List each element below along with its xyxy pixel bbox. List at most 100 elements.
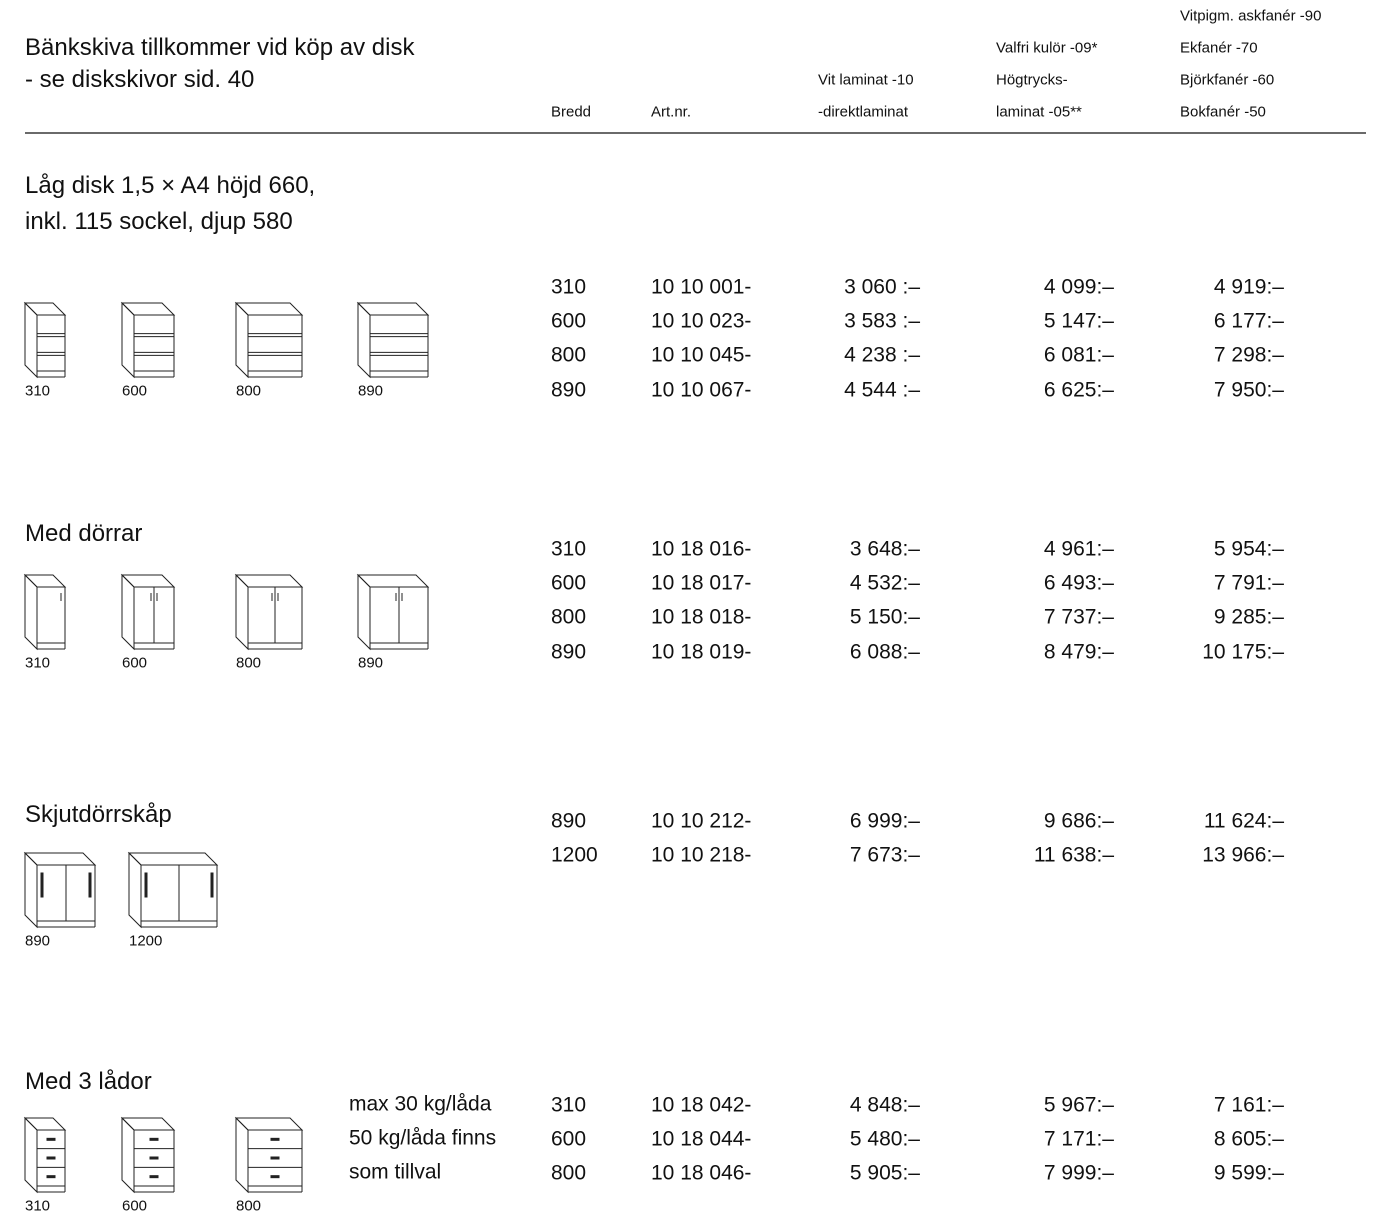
- column-header: Bokfanér -50: [1180, 103, 1266, 121]
- row-cell: 310: [551, 275, 587, 299]
- row-cell: 10 18 017-: [651, 571, 752, 595]
- price-cell: 4 099:–: [1043, 275, 1114, 299]
- cabinet-drawing: [247, 1129, 303, 1187]
- price-cell: 5 954:–: [1213, 537, 1284, 561]
- cabinet-drawing: [120, 1117, 176, 1131]
- column-header: Art.nr.: [651, 103, 692, 121]
- cabinet-drawing: [120, 574, 176, 588]
- price-cell: 9 285:–: [1213, 605, 1284, 629]
- row-cell: 890: [551, 640, 587, 664]
- cabinet-drawing: [40, 872, 44, 898]
- cabinet-drawing: [24, 573, 38, 651]
- price-cell: 8 605:–: [1213, 1127, 1284, 1151]
- row-cell: 10 10 067-: [651, 378, 752, 402]
- icon-label: 600: [122, 1197, 148, 1215]
- section-title: inkl. 115 sockel, djup 580: [25, 208, 293, 235]
- row-cell: 800: [551, 605, 587, 629]
- cabinet-drawing: [46, 1175, 56, 1179]
- row-cell: 800: [551, 1161, 587, 1185]
- price-cell: 8 479:–: [1043, 640, 1114, 664]
- row-cell: 800: [551, 343, 587, 367]
- cabinet-drawing: [247, 314, 303, 372]
- price-cell: 4 919:–: [1213, 275, 1284, 299]
- price-cell: 7 999:–: [1043, 1161, 1114, 1185]
- price-cell: 7 950:–: [1213, 378, 1284, 402]
- row-cell: 10 10 001-: [651, 275, 752, 299]
- price-cell: 6 081:–: [1043, 343, 1114, 367]
- cabinet-drawing: [133, 314, 175, 372]
- cabinet-drawing: [88, 872, 92, 898]
- section-title: Låg disk 1,5 × A4 höjd 660,: [25, 172, 316, 199]
- section-title: Med 3 lådor: [25, 1068, 152, 1095]
- cabinet-drawing: [235, 573, 249, 651]
- price-cell: 6 999:–: [849, 809, 920, 833]
- cabinet-drawing: [144, 872, 148, 898]
- price-cell: 6 625:–: [1043, 378, 1114, 402]
- cabinet-drawing: [120, 302, 176, 316]
- cabinet-drawing: [133, 1129, 175, 1187]
- cabinet-drawing: [24, 301, 38, 379]
- cabinet-drawing: [121, 301, 135, 379]
- price-cell: 6 493:–: [1043, 571, 1114, 595]
- price-cell: 7 161:–: [1213, 1093, 1284, 1117]
- icon-label: 1200: [129, 932, 163, 950]
- price-cell: 5 480:–: [849, 1127, 920, 1151]
- price-cell: 7 298:–: [1213, 343, 1284, 367]
- cabinet-drawing: [369, 314, 429, 372]
- section-title: Med dörrar: [25, 520, 143, 547]
- cabinet-drawing: [121, 1116, 135, 1194]
- row-cell: 890: [551, 378, 587, 402]
- icon-label: 800: [236, 654, 262, 672]
- column-header: -direktlaminat: [818, 103, 909, 121]
- price-cell: 9 686:–: [1043, 809, 1114, 833]
- row-cell: 10 18 019-: [651, 640, 752, 664]
- price-cell: 6 177:–: [1213, 309, 1284, 333]
- column-header: Vit laminat -10: [818, 71, 914, 89]
- price-cell: 5 150:–: [849, 605, 920, 629]
- column-header: laminat -05**: [996, 103, 1082, 121]
- icon-label: 310: [25, 1197, 51, 1215]
- price-cell: 4 532:–: [849, 571, 920, 595]
- icon-label: 310: [25, 654, 51, 672]
- cabinet-drawing: [149, 1175, 159, 1179]
- cabinet-drawing: [127, 852, 219, 866]
- icon-label: 600: [122, 654, 148, 672]
- row-cell: 10 10 218-: [651, 843, 752, 867]
- header-title: Bänkskiva tillkommer vid köp av disk: [25, 34, 415, 61]
- price-cell: 4 848:–: [849, 1093, 920, 1117]
- row-cell: 10 18 042-: [651, 1093, 752, 1117]
- row-cell: 10 18 046-: [651, 1161, 752, 1185]
- icon-label: 800: [236, 1197, 262, 1215]
- row-cell: 10 18 018-: [651, 605, 752, 629]
- cabinet-drawing: [46, 1156, 56, 1160]
- price-cell: 10 175:–: [1202, 640, 1284, 664]
- cabinet-drawing: [128, 851, 142, 929]
- price-cell: 3 060 :–: [844, 275, 920, 299]
- price-cell: 4 961:–: [1043, 537, 1114, 561]
- price-cell: 7 673:–: [849, 843, 920, 867]
- price-cell: 3 648:–: [849, 537, 920, 561]
- row-cell: 600: [551, 1127, 587, 1151]
- row-cell: 10 18 016-: [651, 537, 752, 561]
- price-cell: 7 737:–: [1043, 605, 1114, 629]
- cabinet-drawing: [270, 1175, 280, 1179]
- cabinet-drawing: [210, 872, 214, 898]
- icon-label: 890: [25, 932, 51, 950]
- price-cell: 7 791:–: [1213, 571, 1284, 595]
- price-cell: 5 905:–: [849, 1161, 920, 1185]
- price-cell: 9 599:–: [1213, 1161, 1284, 1185]
- column-header: Högtrycks-: [996, 71, 1068, 89]
- row-cell: 890: [551, 809, 587, 833]
- header-title: - se diskskivor sid. 40: [25, 66, 255, 93]
- cabinet-drawing: [36, 1129, 66, 1187]
- section-title: Skjutdörrskåp: [25, 801, 172, 828]
- cabinet-drawing: [357, 301, 371, 379]
- cabinet-drawing: [235, 301, 249, 379]
- icon-label: 890: [358, 654, 384, 672]
- price-cell: 5 967:–: [1043, 1093, 1114, 1117]
- cabinet-drawing: [149, 1137, 159, 1141]
- row-cell: 600: [551, 571, 587, 595]
- price-cell: 5 147:–: [1043, 309, 1114, 333]
